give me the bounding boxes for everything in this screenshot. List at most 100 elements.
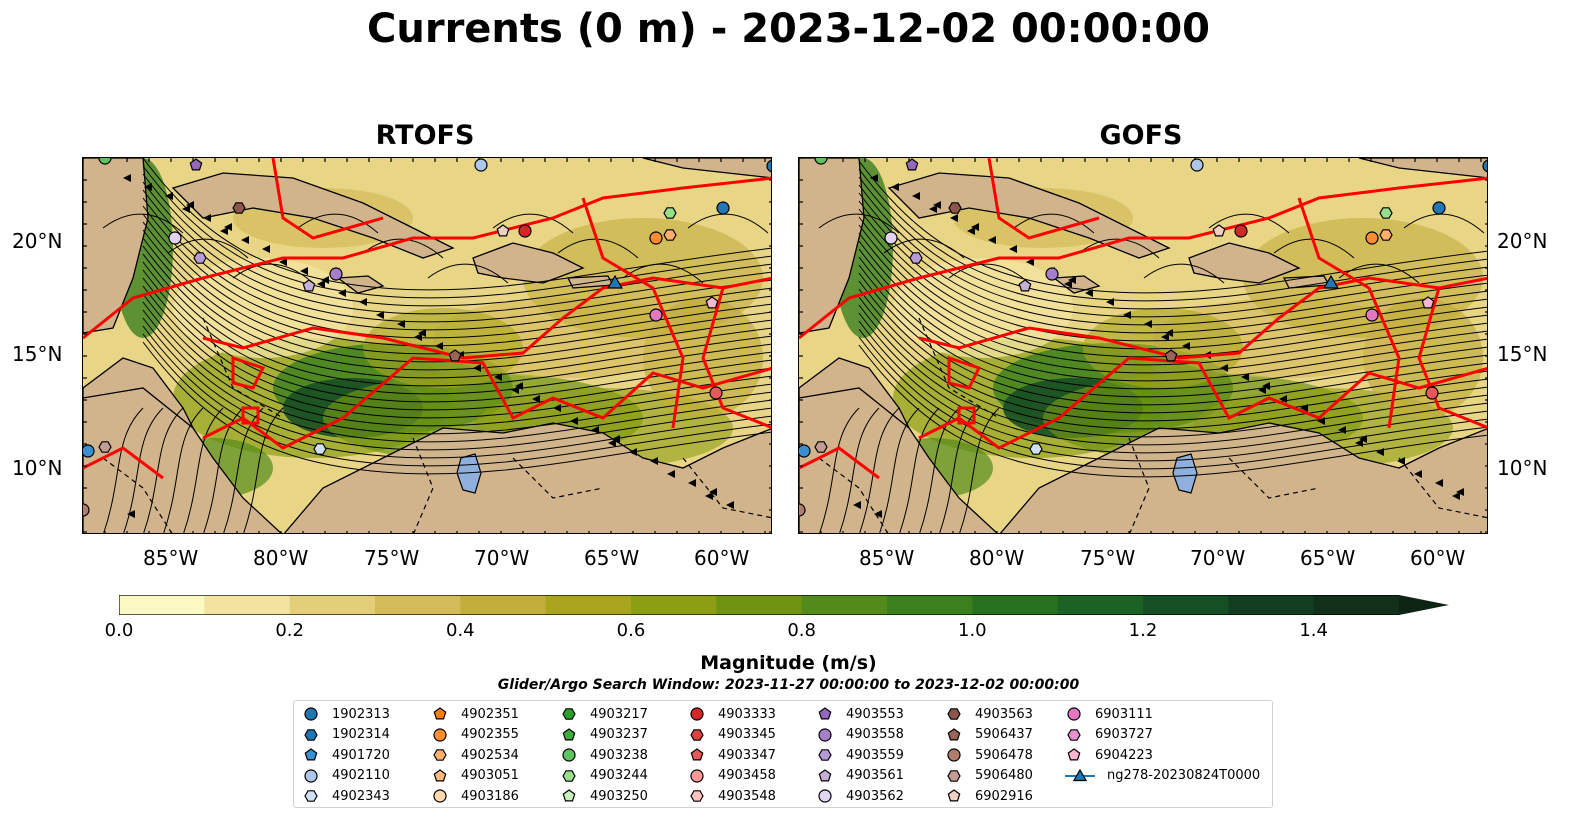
legend-item: 4903548 bbox=[688, 786, 776, 807]
legend-item: 4902110 bbox=[302, 766, 390, 787]
legend-label: 1902313 bbox=[332, 706, 390, 722]
float-marker bbox=[766, 159, 771, 173]
colorbar-segment bbox=[887, 595, 973, 615]
legend-label: 4903559 bbox=[846, 747, 904, 763]
pentagon-marker-icon bbox=[690, 748, 704, 761]
pentagon-marker-icon bbox=[562, 789, 576, 802]
country-border bbox=[682, 457, 771, 519]
legend-column: 4903333 4903345 4903347 4903458 4903548 bbox=[688, 704, 776, 807]
legend-item: 4903562 bbox=[816, 786, 904, 807]
legend-item: 4902343 bbox=[302, 786, 390, 807]
legend-label: 4902355 bbox=[461, 727, 519, 743]
colorbar-segment bbox=[716, 595, 803, 615]
float-marker bbox=[948, 202, 962, 214]
float-markers bbox=[799, 158, 1487, 517]
colorbar-segment bbox=[631, 595, 717, 615]
legend-label: 4902351 bbox=[461, 706, 519, 722]
colorbar bbox=[119, 595, 1449, 615]
pentagon-marker-icon bbox=[1067, 748, 1081, 761]
lon-label-80w: 80°W bbox=[969, 546, 1025, 570]
glider-marker bbox=[1323, 274, 1339, 289]
legend-item: 5906480 bbox=[945, 766, 1033, 787]
legend-item: 4903186 bbox=[431, 786, 519, 807]
legend-column: 4903553 4903558 4903559 4903561 4903562 bbox=[816, 704, 904, 807]
colorbar-segment bbox=[375, 595, 461, 615]
legend-label: 5906478 bbox=[975, 747, 1033, 763]
colorbar-segment bbox=[801, 595, 888, 615]
hexagon-marker-icon bbox=[562, 769, 576, 782]
colorbar-segment bbox=[1228, 595, 1315, 615]
float-marker bbox=[1164, 349, 1178, 362]
float-marker bbox=[1425, 386, 1439, 400]
pentagon-marker-icon bbox=[947, 728, 961, 741]
float-marker bbox=[1432, 201, 1446, 215]
figure-title: Currents (0 m) - 2023-12-02 00:00:00 bbox=[367, 6, 1210, 52]
glider-marker bbox=[607, 274, 623, 289]
float-marker bbox=[302, 279, 316, 292]
map-gofs bbox=[798, 157, 1488, 534]
circle-marker-icon bbox=[947, 748, 961, 762]
glider-legend-icon bbox=[1072, 768, 1088, 781]
float-marker bbox=[663, 229, 677, 241]
colorbar-segment bbox=[972, 595, 1059, 615]
circle-marker-icon bbox=[690, 769, 704, 783]
circle-marker-icon bbox=[1067, 707, 1081, 721]
legend-label: 5906480 bbox=[975, 768, 1033, 784]
legend-label: 4903548 bbox=[718, 788, 776, 804]
legend-label: 4902110 bbox=[332, 768, 390, 784]
circle-marker-icon bbox=[818, 789, 832, 803]
pentagon-marker-icon bbox=[818, 707, 832, 720]
legend-item: 5906478 bbox=[945, 745, 1033, 766]
circle-marker-icon bbox=[433, 789, 447, 803]
lake bbox=[1172, 453, 1198, 494]
pentagon-marker-icon bbox=[433, 769, 447, 782]
legend-label: 4903051 bbox=[461, 768, 519, 784]
lon-label-85w: 85°W bbox=[859, 546, 915, 570]
legend-item: 4903347 bbox=[688, 745, 776, 766]
float-marker bbox=[814, 158, 828, 165]
legend-label: 4903553 bbox=[846, 706, 904, 722]
circle-marker-icon bbox=[818, 728, 832, 742]
legend-item: 4902355 bbox=[431, 725, 519, 746]
legend-item: 6904223 bbox=[1065, 745, 1260, 766]
legend-item: 4903250 bbox=[560, 786, 648, 807]
legend-label: 4902534 bbox=[461, 747, 519, 763]
map-rtofs bbox=[82, 157, 772, 534]
axis-ticks bbox=[799, 158, 1487, 533]
float-marker bbox=[193, 252, 207, 264]
legend-item: 4903237 bbox=[560, 725, 648, 746]
legend-label: 4903563 bbox=[975, 706, 1033, 722]
float-marker bbox=[1482, 159, 1487, 173]
legend-item: 4903553 bbox=[816, 704, 904, 725]
float-markers bbox=[83, 158, 771, 517]
float-marker bbox=[98, 441, 112, 453]
float-marker bbox=[814, 441, 828, 453]
float-marker bbox=[98, 158, 112, 165]
float-marker bbox=[705, 296, 719, 309]
stream-arrows bbox=[123, 174, 734, 518]
hexagon-marker-icon bbox=[562, 708, 576, 721]
land bbox=[1188, 242, 1301, 284]
legend-label: 5906437 bbox=[975, 727, 1033, 743]
float-marker bbox=[1379, 207, 1393, 219]
colorbar-tick-label: 0.2 bbox=[275, 620, 304, 641]
legend-item: 4901720 bbox=[302, 745, 390, 766]
lon-label-75w: 75°W bbox=[364, 546, 420, 570]
colorbar-segment bbox=[204, 595, 291, 615]
float-marker bbox=[1379, 229, 1393, 241]
country-border bbox=[202, 317, 284, 419]
float-marker bbox=[83, 444, 95, 458]
colorbar-segment bbox=[119, 595, 205, 615]
float-marker bbox=[716, 201, 730, 215]
hexagon-marker-icon bbox=[304, 728, 318, 741]
lon-label-65w: 65°W bbox=[584, 546, 640, 570]
hexagon-marker-icon bbox=[690, 728, 704, 741]
colorbar-tick-label: 1.0 bbox=[958, 620, 987, 641]
legend-column: 6903111 6903727 6904223 ng278-20230824T0000 bbox=[1065, 704, 1260, 786]
legend-item: 4903563 bbox=[945, 704, 1033, 725]
country-border bbox=[102, 457, 173, 533]
lat-label-10n-left: 10°N bbox=[12, 456, 63, 480]
legend-item: 1902314 bbox=[302, 725, 390, 746]
legend-item: 6903727 bbox=[1065, 725, 1260, 746]
float-marker bbox=[663, 207, 677, 219]
